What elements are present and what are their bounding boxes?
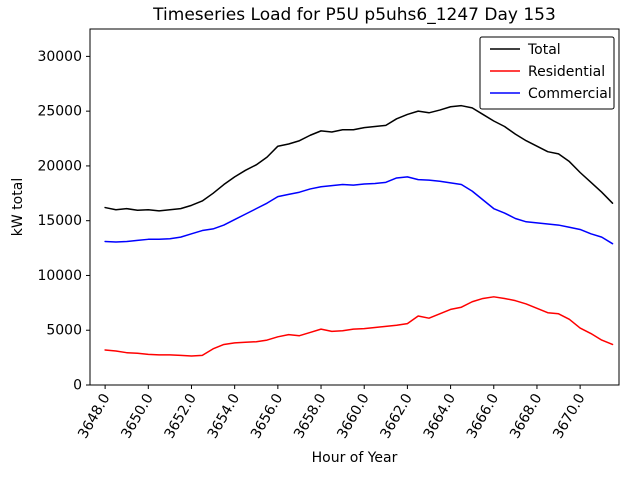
- x-tick-label: 3664.0: [421, 391, 459, 441]
- x-tick-label: 3652.0: [162, 391, 200, 441]
- legend-label: Commercial: [528, 86, 612, 102]
- y-axis-label: kW total: [10, 178, 26, 236]
- x-tick-label: 3666.0: [464, 391, 502, 441]
- legend-label: Residential: [528, 64, 605, 80]
- y-tick-label: 10000: [37, 268, 82, 284]
- y-tick-label: 5000: [46, 323, 82, 339]
- x-tick-label: 3650.0: [118, 391, 156, 441]
- series-line-total: [104, 104, 614, 212]
- y-tick-label: 15000: [37, 213, 82, 229]
- y-tick-label: 20000: [37, 158, 82, 174]
- x-tick-label: 3648.0: [75, 391, 113, 441]
- series-line-commercial: [104, 176, 614, 245]
- series-line-residential: [104, 296, 614, 357]
- x-tick-label: 3654.0: [205, 391, 243, 441]
- legend-label: Total: [527, 42, 561, 58]
- y-tick-label: 30000: [37, 49, 82, 65]
- y-tick-label: 25000: [37, 104, 82, 120]
- x-axis-label: Hour of Year: [312, 450, 398, 466]
- x-tick-label: 3662.0: [378, 391, 416, 441]
- x-tick-label: 3658.0: [291, 391, 329, 441]
- x-tick-label: 3660.0: [334, 391, 372, 441]
- x-tick-label: 3656.0: [248, 391, 286, 441]
- y-tick-label: 0: [73, 378, 82, 394]
- x-tick-label: 3668.0: [507, 391, 545, 441]
- legend: [479, 36, 615, 110]
- axes-frame: [89, 28, 620, 386]
- chart-title: Timeseries Load for P5U p5uhs6_1247 Day …: [152, 5, 556, 25]
- x-tick-label: 3670.0: [550, 391, 588, 441]
